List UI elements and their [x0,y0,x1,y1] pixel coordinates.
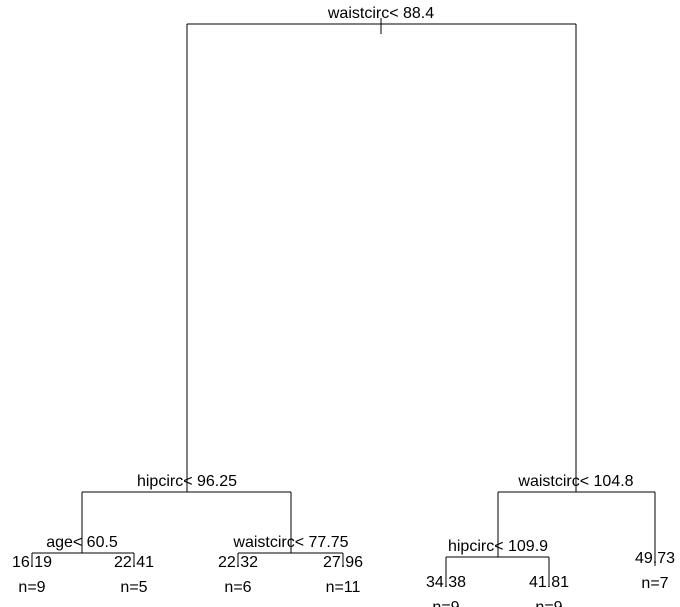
leaf-value: 49.73 [635,550,675,567]
leaf-n: n=7 [641,575,668,592]
leaf-n: n=5 [120,579,147,596]
leaf-value: 34.38 [426,574,466,591]
branches [31,18,656,585]
leaves: 16.19 n=9 22.41 n=5 22.32 n=6 27.96 n=11… [12,550,675,607]
leaf-value: 22.41 [114,554,154,571]
split-label: waistcirc< 88.4 [327,5,434,22]
split-label: waistcirc< 104.8 [517,473,633,490]
split-label: waistcirc< 77.75 [232,534,348,551]
leaf-value: 22.32 [218,554,258,571]
leaf-n: n=6 [224,579,251,596]
leaf-value: 27.96 [323,554,363,571]
split-label: age< 60.5 [46,534,118,551]
split-label: hipcirc< 96.25 [137,473,237,490]
split-label: hipcirc< 109.9 [448,538,548,555]
leaf-n: n=9 [535,599,562,607]
leaf-value: 16.19 [12,554,52,571]
leaf-value: 41.81 [529,574,569,591]
leaf-n: n=11 [326,579,361,596]
leaf-n: n=9 [432,599,459,607]
leaf-n: n=9 [18,579,45,596]
split-labels: waistcirc< 88.4 hipcirc< 96.25 age< 60.5… [46,5,633,555]
